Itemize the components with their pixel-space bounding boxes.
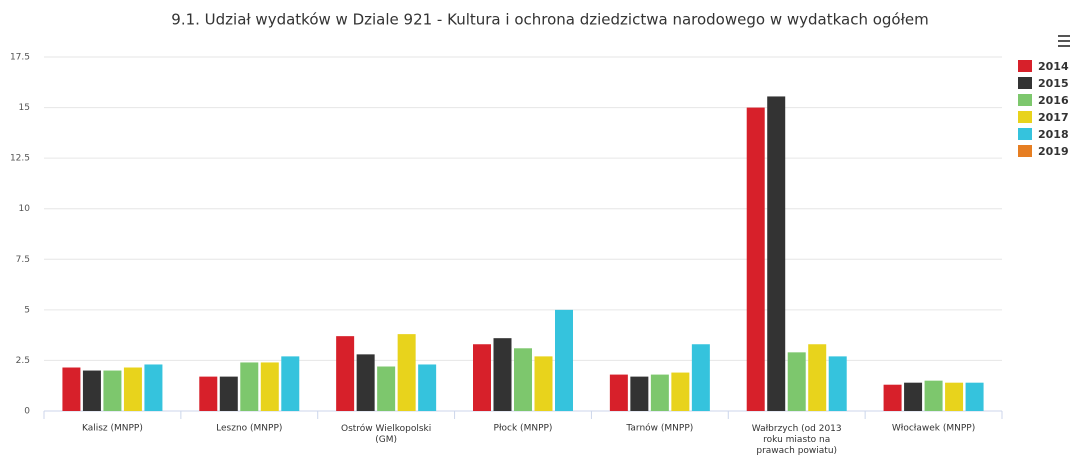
menu-bar (1058, 40, 1070, 42)
legend-swatch (1018, 111, 1032, 123)
y-tick-label: 0 (24, 407, 30, 417)
bar (199, 376, 218, 411)
bar (356, 354, 375, 411)
bar (746, 107, 765, 412)
bar (534, 356, 553, 411)
bar (281, 356, 300, 411)
bar (123, 367, 142, 411)
bar (397, 334, 416, 411)
legend-swatch (1018, 128, 1032, 140)
x-tick-label: Płock (MNPP) (494, 424, 553, 434)
legend-label: 2018 (1038, 128, 1069, 141)
menu-button[interactable] (1058, 35, 1070, 47)
bar (883, 384, 902, 411)
bar (691, 344, 710, 411)
legend-swatch (1018, 145, 1032, 157)
legend-label: 2014 (1038, 60, 1069, 73)
bar (904, 382, 923, 411)
bar (240, 362, 259, 411)
bar (377, 366, 396, 411)
bar (924, 380, 943, 411)
y-tick-label: 12.5 (10, 154, 30, 164)
x-tick-label: Tarnów (MNPP) (625, 423, 693, 434)
legend-label: 2017 (1038, 111, 1069, 124)
bar (219, 376, 238, 411)
legend-label: 2019 (1038, 145, 1069, 158)
bar (767, 96, 786, 412)
menu-bar (1058, 45, 1070, 47)
bar (787, 352, 806, 411)
menu-bar (1058, 35, 1070, 37)
bar (965, 382, 984, 411)
legend-swatch (1018, 60, 1032, 72)
legend-label: 2016 (1038, 94, 1069, 107)
legend-swatch (1018, 77, 1032, 89)
x-tick-label: Wałbrzych (od 2013 roku miasto na prawach … (752, 424, 842, 457)
bar (650, 374, 669, 411)
y-tick-label: 5 (24, 305, 30, 315)
bar (630, 376, 649, 411)
bar (609, 374, 628, 411)
bar (418, 364, 437, 411)
bar (103, 370, 122, 411)
y-tick-label: 2.5 (16, 356, 30, 366)
bar (260, 362, 279, 411)
bar (828, 356, 847, 411)
bar (144, 364, 163, 411)
bar (62, 367, 81, 411)
x-tick-label: Ostrów Wielkopolski (GM) (341, 423, 431, 445)
bar (671, 372, 690, 411)
bar (473, 344, 491, 411)
bar (82, 370, 101, 411)
y-tick-label: 7.5 (16, 255, 30, 265)
y-tick-label: 17.5 (10, 53, 30, 63)
chart-title: 9.1. Udział wydatków w Dziale 921 - Kult… (171, 11, 928, 29)
bar (514, 348, 532, 411)
legend-label: 2015 (1038, 77, 1069, 90)
bar (336, 336, 355, 411)
bar (808, 344, 827, 411)
bar (945, 382, 964, 411)
x-tick-label: Leszno (MNPP) (216, 424, 282, 434)
y-tick-label: 15 (19, 103, 30, 113)
bar (493, 338, 512, 411)
x-tick-label: Kalisz (MNPP) (82, 424, 143, 434)
x-tick-label: Włocławek (MNPP) (892, 424, 975, 434)
legend-swatch (1018, 94, 1032, 106)
bar (555, 309, 573, 411)
y-tick-label: 10 (19, 204, 31, 214)
